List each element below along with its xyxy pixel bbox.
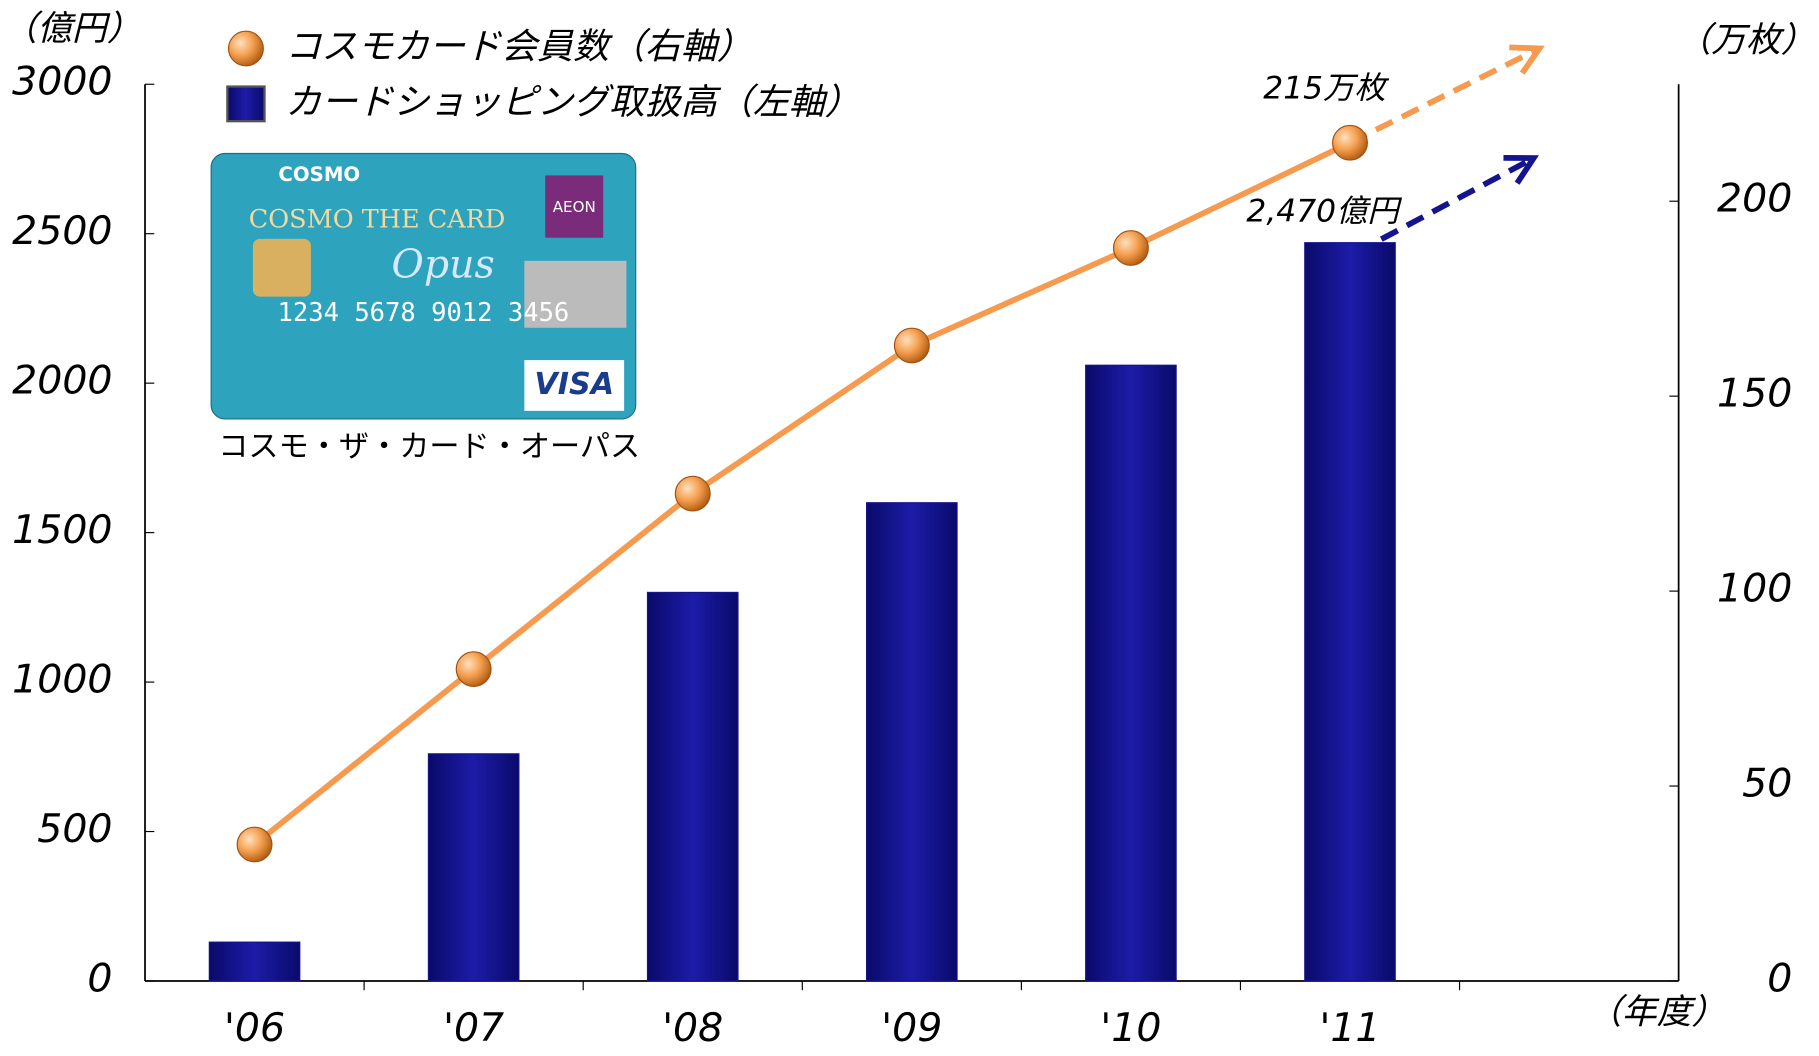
bar bbox=[646, 591, 739, 982]
bar bbox=[1085, 364, 1177, 982]
y-tick-label: 1500 bbox=[12, 507, 112, 553]
y2-tick-label: 50 bbox=[1742, 761, 1792, 807]
line-value-label: 215万枚 bbox=[1263, 71, 1389, 107]
x-tick-label: '08 bbox=[662, 1005, 723, 1051]
y-tick-label: 3000 bbox=[12, 59, 112, 105]
card-logo bbox=[545, 175, 604, 238]
card-caption: コスモ・ザ・カード・オーパス bbox=[218, 429, 640, 464]
bar bbox=[208, 941, 301, 982]
legend-label: コスモカード会員数（右軸） bbox=[285, 27, 752, 68]
line bbox=[252, 140, 1352, 847]
line-marker bbox=[674, 475, 711, 512]
y2-unit: （万枚） bbox=[1676, 21, 1815, 61]
line-marker bbox=[236, 826, 273, 863]
y-unit: （億円） bbox=[2, 9, 141, 49]
card: COSMO COSMO THE CARD Opus 1234 5678 9012… bbox=[210, 152, 637, 420]
trend-arrow bbox=[1348, 45, 1541, 146]
y2-tick-label: 100 bbox=[1717, 566, 1792, 612]
y-tick-label: 2000 bbox=[12, 358, 112, 404]
bar-value-label: 2,470億円 bbox=[1246, 194, 1402, 230]
x-tick-label: '11 bbox=[1319, 1005, 1380, 1051]
legend-swatch bbox=[226, 85, 266, 123]
y2-tick-label: 0 bbox=[1767, 956, 1792, 1002]
y-tick-label: 0 bbox=[87, 956, 112, 1002]
card-name: COSMO THE CARD bbox=[249, 204, 506, 234]
arrow-head bbox=[1509, 44, 1545, 75]
card-visa-box bbox=[524, 360, 625, 411]
line-marker bbox=[893, 327, 930, 364]
y2-tick-label: 200 bbox=[1717, 176, 1792, 222]
x-tick-label: '07 bbox=[443, 1005, 504, 1051]
legend-swatch bbox=[227, 30, 264, 67]
line-marker bbox=[1332, 124, 1368, 161]
arrow-head bbox=[1503, 154, 1539, 185]
card-network: VISA bbox=[534, 367, 614, 402]
line-marker bbox=[1112, 230, 1149, 266]
x-tick-label: '06 bbox=[224, 1005, 285, 1051]
card-number: 1234 5678 9012 3456 bbox=[278, 298, 570, 328]
bar bbox=[1304, 242, 1396, 982]
y-tick-label: 2500 bbox=[12, 208, 112, 254]
card-script: Opus bbox=[392, 242, 495, 288]
line-marker bbox=[455, 651, 492, 687]
bar bbox=[865, 502, 958, 982]
card-brand: COSMO bbox=[278, 163, 360, 186]
card-body bbox=[210, 152, 637, 420]
y-tick-label: 500 bbox=[37, 806, 112, 852]
x-tick-label: '10 bbox=[1100, 1005, 1161, 1051]
card-hologram bbox=[524, 260, 627, 328]
legend-label: カードショッピング取扱高（左軸） bbox=[285, 82, 860, 123]
y-tick-label: 1000 bbox=[12, 657, 112, 703]
trend-arrow bbox=[1379, 155, 1535, 242]
x-unit: （年度） bbox=[1587, 992, 1726, 1032]
card-issuer: AEON bbox=[553, 198, 596, 216]
y2-tick-label: 150 bbox=[1717, 371, 1792, 417]
card-chip bbox=[252, 238, 311, 297]
x-tick-label: '09 bbox=[881, 1005, 942, 1051]
bar bbox=[427, 753, 520, 982]
